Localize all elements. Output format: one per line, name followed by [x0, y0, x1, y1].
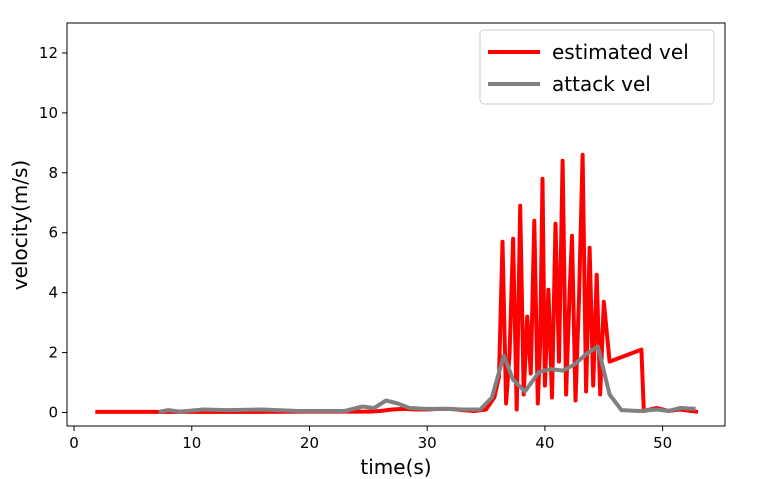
- y-axis-ticks: 0 2 4 6 8 10 12: [39, 44, 67, 422]
- plot-border: [66, 22, 726, 427]
- legend-label-estimated-vel: estimated vel: [552, 40, 689, 64]
- x-tick-label: 0: [69, 434, 79, 452]
- x-axis-label: time(s): [360, 455, 431, 479]
- y-tick-label: 8: [48, 164, 58, 182]
- legend-label-attack-vel: attack vel: [552, 72, 651, 96]
- x-tick-label: 30: [418, 434, 437, 452]
- series-line-attack-vel: [158, 344, 696, 414]
- y-tick-label: 12: [39, 44, 58, 62]
- x-tick-label: 50: [653, 434, 672, 452]
- y-tick-label: 6: [48, 224, 58, 242]
- x-tick-label: 20: [300, 434, 319, 452]
- y-tick-label: 0: [48, 404, 58, 422]
- y-tick-label: 4: [48, 284, 58, 302]
- x-tick-label: 10: [182, 434, 201, 452]
- plot-layer: [95, 152, 699, 414]
- legend: estimated vel attack vel: [479, 29, 715, 105]
- y-tick-label: 10: [39, 104, 58, 122]
- series-line-estimated-vel: [95, 152, 699, 414]
- x-tick-label: 40: [535, 434, 554, 452]
- axes-frame: [66, 22, 726, 427]
- x-axis-ticks: 0 10 20 30 40 50: [69, 426, 672, 452]
- y-tick-label: 2: [48, 344, 58, 362]
- y-axis-label: velocity(m/s): [8, 160, 32, 290]
